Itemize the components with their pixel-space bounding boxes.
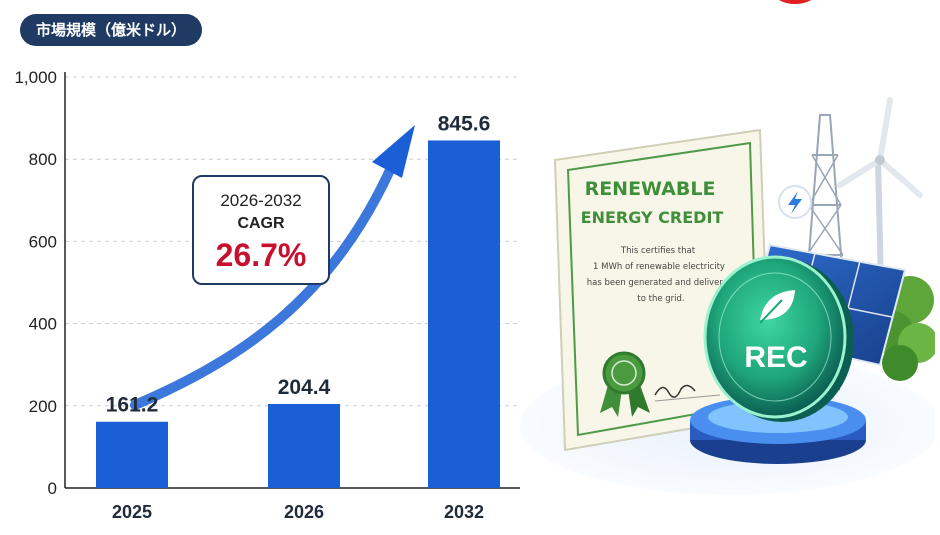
bar-chart: 0 200 400 600 800 1,000 161.2 2025 204.4 2026 845.…	[14, 68, 520, 522]
certificate-text-2: 1 MWh of renewable electricity	[593, 262, 725, 272]
data-label: 204.4	[278, 376, 331, 399]
certificate-title-1: RENEWABLE	[585, 178, 716, 200]
lightning-icon	[778, 185, 812, 219]
certificate-text-4: to the grid.	[637, 294, 684, 304]
certificate-text-1: This certifies that	[620, 246, 696, 256]
signature	[654, 384, 696, 398]
certificate-title-2: ENERGY CREDIT	[581, 208, 724, 227]
cagr-value: 26.7%	[215, 237, 307, 273]
certificate-text-3: has been generated and delivered	[587, 278, 734, 288]
bar	[268, 403, 340, 488]
cagr-label: CAGR	[237, 215, 285, 232]
chart-title: 市場規模（億米ドル）	[20, 14, 203, 46]
leaf-icon	[759, 290, 795, 324]
cagr-callout: 2026-2032 CAGR 26.7%	[192, 175, 330, 285]
x-tick-label: 2026	[284, 502, 324, 522]
rec-coin: REC	[703, 255, 854, 422]
y-tick-label: 800	[29, 150, 57, 169]
cagr-period: 2026-2032	[220, 191, 302, 210]
rec-illustration: RENEWABLE ENERGY CREDIT This certifies t…	[520, 97, 935, 495]
data-label: 845.6	[438, 112, 491, 135]
data-label: 161.2	[106, 394, 159, 417]
bar	[96, 421, 168, 488]
y-tick-label: 400	[29, 315, 57, 334]
x-tick-label: 2032	[444, 502, 484, 522]
bar	[428, 140, 500, 488]
growth-arrow-head	[372, 125, 415, 178]
y-tick-label: 1,000	[14, 68, 57, 87]
seal-icon	[600, 351, 650, 417]
y-tick-label: 600	[29, 232, 57, 251]
y-tick-label: 200	[29, 397, 57, 416]
corner-decoration	[770, 0, 820, 4]
growth-arrow	[130, 165, 395, 410]
y-tick-label: 0	[48, 479, 57, 498]
x-tick-label: 2025	[112, 502, 152, 522]
coin-label: REC	[744, 341, 807, 374]
